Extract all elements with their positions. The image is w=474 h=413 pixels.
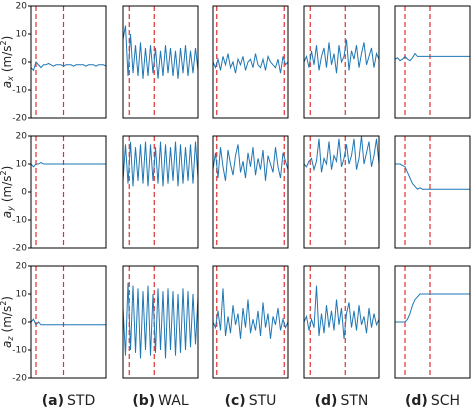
signal-line bbox=[395, 163, 470, 190]
signal-line bbox=[212, 144, 289, 181]
panel-frame bbox=[303, 265, 380, 379]
signal-line bbox=[30, 162, 106, 168]
y-label-unit: (m/s bbox=[0, 46, 14, 73]
panel-frame bbox=[212, 135, 289, 249]
signal-line bbox=[30, 318, 106, 326]
signal-line bbox=[212, 53, 289, 74]
y-tick-label: 20 bbox=[16, 132, 28, 142]
activity-name: STU bbox=[249, 393, 277, 409]
y-tick-label: 10 bbox=[16, 290, 28, 300]
y-label-sub: y bbox=[6, 206, 15, 212]
y-tick-label: 20 bbox=[16, 2, 28, 12]
x-axis-label: (b) WAL bbox=[132, 393, 188, 409]
panel-frame bbox=[30, 265, 107, 379]
signal-line bbox=[122, 282, 199, 359]
panel-tag: (d) bbox=[405, 393, 428, 409]
panel-frame bbox=[30, 5, 107, 119]
activity-name: STD bbox=[67, 393, 95, 409]
panel-tag: (a) bbox=[42, 393, 64, 409]
x-axis-label: (d) STN bbox=[315, 393, 369, 409]
panel-frame bbox=[394, 135, 471, 249]
y-label-symbol: a bbox=[0, 341, 14, 348]
y-tick-label: 10 bbox=[16, 160, 28, 170]
signal-line bbox=[212, 288, 289, 339]
activity-name: WAL bbox=[158, 393, 189, 409]
panel-tag: (b) bbox=[132, 393, 155, 409]
y-tick-label: -20 bbox=[12, 374, 27, 384]
y-label-end: ) bbox=[0, 166, 14, 171]
y-label-unit: (m/s bbox=[0, 306, 14, 333]
panel-frame bbox=[303, 135, 380, 249]
panel-frame bbox=[30, 135, 107, 249]
y-label-sub: x bbox=[6, 76, 15, 82]
signal-line bbox=[30, 60, 107, 72]
signal-line bbox=[303, 135, 380, 173]
y-axis-label: ay (m/s2) bbox=[0, 166, 15, 219]
panel-frame bbox=[122, 265, 199, 379]
y-axis-label: az (m/s2) bbox=[0, 296, 15, 348]
y-label-sup: 2 bbox=[0, 301, 8, 306]
panel-frame bbox=[122, 135, 199, 249]
panel-frame bbox=[303, 5, 380, 119]
y-tick-label: 0 bbox=[21, 318, 27, 328]
signal-line bbox=[122, 25, 199, 79]
y-tick-label: -20 bbox=[12, 244, 27, 254]
signal-line bbox=[303, 39, 380, 74]
y-tick-label: -10 bbox=[12, 346, 27, 356]
y-tick-label: 0 bbox=[21, 188, 27, 198]
x-axis-label: (d) SCH bbox=[405, 393, 460, 409]
panel-frame bbox=[212, 265, 289, 379]
y-label-sup: 2 bbox=[0, 40, 8, 45]
panel-frame bbox=[394, 5, 471, 119]
y-label-sup: 2 bbox=[0, 170, 8, 175]
y-label-end: ) bbox=[0, 36, 14, 41]
y-tick-label: 10 bbox=[16, 30, 28, 40]
panel-frame bbox=[394, 265, 471, 379]
signal-line bbox=[122, 141, 199, 187]
y-tick-label: -10 bbox=[12, 216, 27, 226]
panel-tag: (d) bbox=[315, 393, 338, 409]
y-tick-label: -20 bbox=[12, 114, 27, 124]
panel-frame bbox=[122, 5, 199, 119]
y-axis-label: ax (m/s2) bbox=[0, 36, 15, 89]
activity-name: SCH bbox=[431, 393, 460, 409]
panel-tag: (c) bbox=[225, 393, 246, 409]
y-tick-label: -10 bbox=[12, 86, 27, 96]
y-tick-label: 0 bbox=[21, 58, 27, 68]
y-label-sub: z bbox=[6, 336, 15, 342]
x-axis-label: (c) STU bbox=[225, 393, 277, 409]
y-tick-label: 20 bbox=[16, 262, 28, 272]
activity-name: STN bbox=[340, 393, 368, 409]
y-label-end: ) bbox=[0, 296, 14, 301]
y-label-symbol: a bbox=[0, 211, 14, 218]
y-label-unit: (m/s bbox=[0, 176, 14, 203]
signal-line bbox=[395, 293, 470, 323]
x-axis-label: (a) STD bbox=[42, 393, 95, 409]
panel-frame bbox=[212, 5, 289, 119]
y-label-symbol: a bbox=[0, 81, 14, 88]
signal-line bbox=[303, 285, 380, 339]
signal-line bbox=[394, 52, 470, 62]
